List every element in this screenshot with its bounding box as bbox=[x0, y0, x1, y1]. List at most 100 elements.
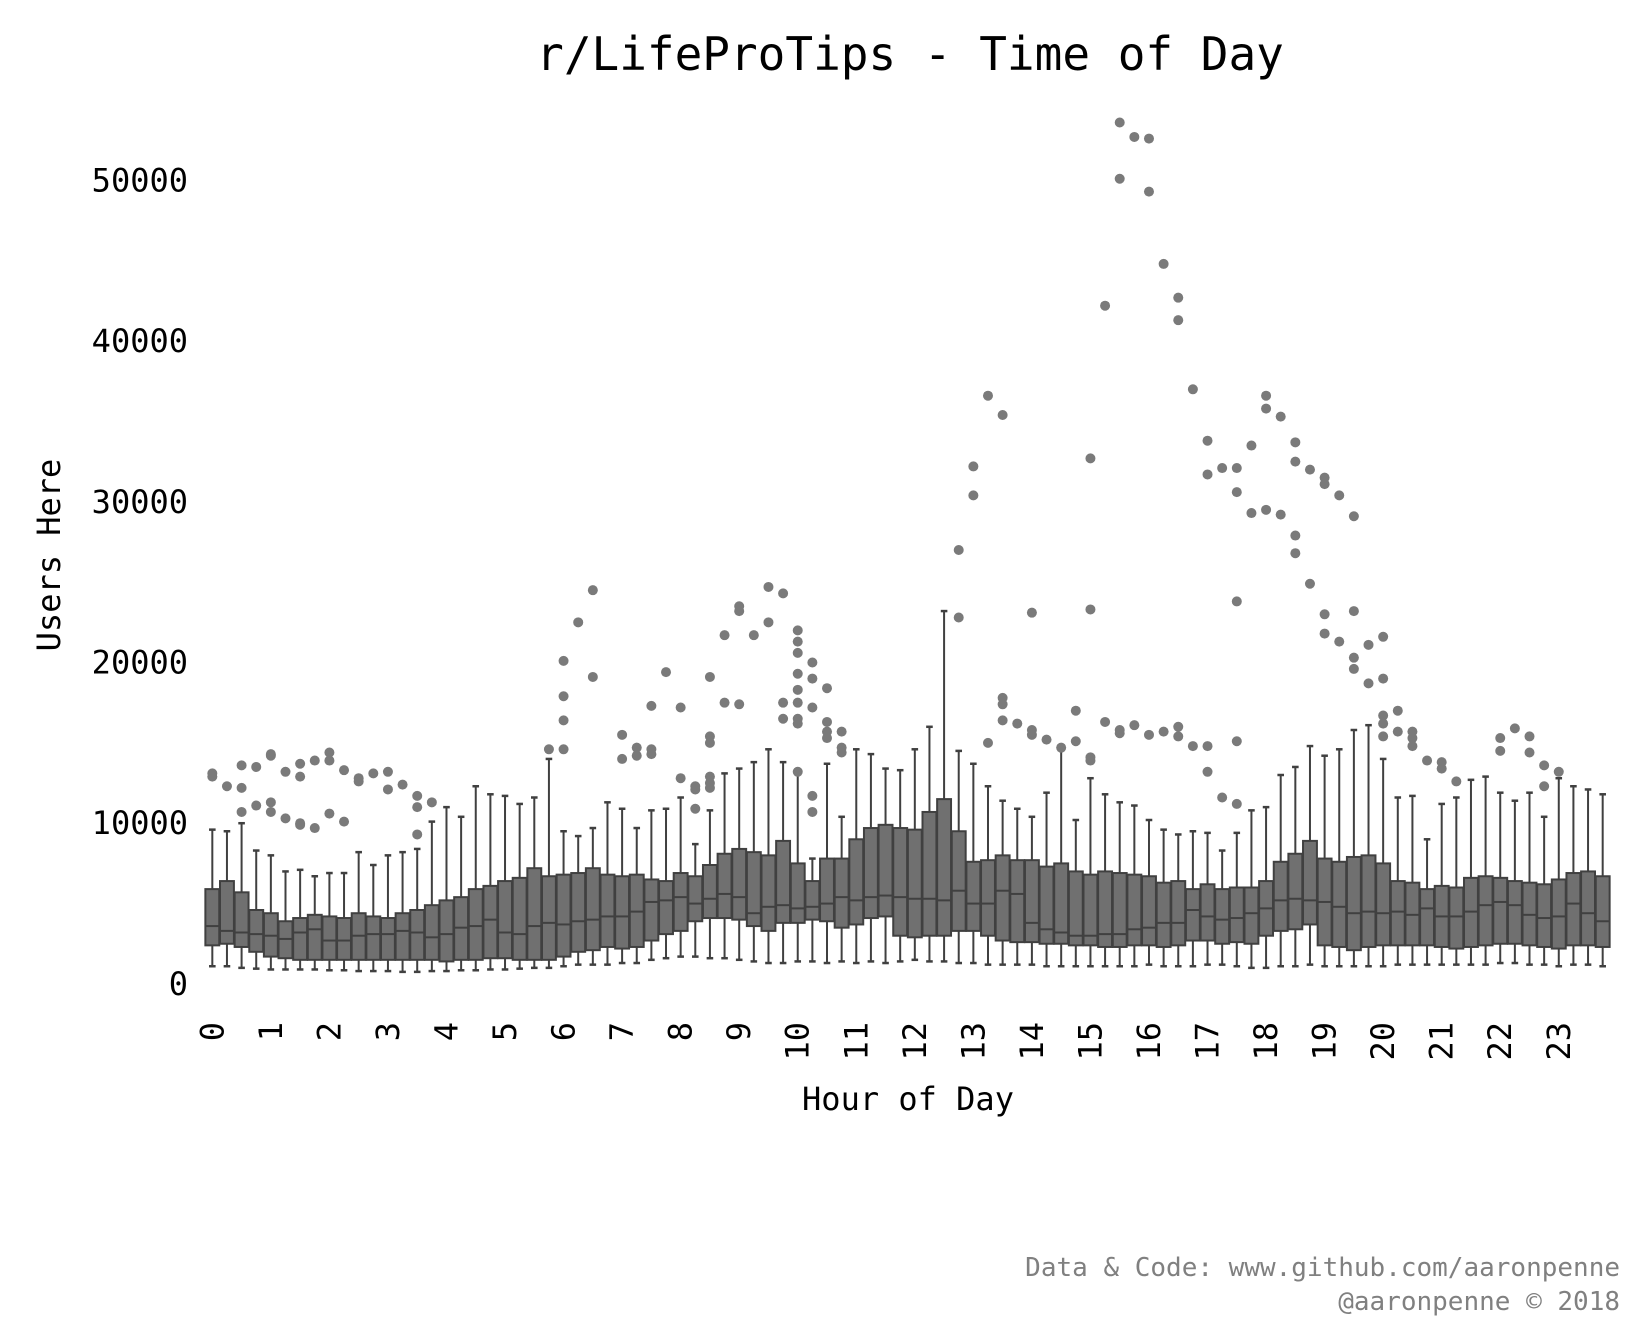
box-54 bbox=[994, 410, 1011, 966]
x-tick-label: 21 bbox=[1423, 1022, 1461, 1061]
box-iqr bbox=[701, 864, 718, 920]
box-iqr bbox=[1272, 860, 1289, 932]
box-46 bbox=[877, 767, 894, 965]
box-33 bbox=[687, 781, 704, 958]
box-57 bbox=[1038, 734, 1055, 968]
box-37 bbox=[745, 630, 762, 963]
box-iqr bbox=[511, 876, 528, 961]
outlier-point bbox=[1261, 390, 1272, 401]
outlier-point bbox=[339, 816, 350, 827]
box-series bbox=[204, 117, 1611, 974]
box-iqr bbox=[614, 875, 631, 950]
outlier-point bbox=[807, 673, 818, 684]
x-tick-label: 5 bbox=[486, 1022, 524, 1041]
box-iqr bbox=[233, 891, 250, 948]
outlier-point bbox=[295, 758, 306, 769]
box-35 bbox=[716, 630, 733, 960]
box-43 bbox=[833, 726, 850, 963]
outlier-point bbox=[748, 630, 759, 641]
outlier-point bbox=[1524, 747, 1535, 758]
outlier-point bbox=[1319, 628, 1330, 639]
outlier-point bbox=[763, 581, 774, 592]
outlier-point bbox=[631, 742, 642, 753]
outlier-point bbox=[1275, 509, 1286, 520]
box-iqr bbox=[423, 904, 440, 961]
outlier-point bbox=[1348, 511, 1359, 522]
box-iqr bbox=[892, 827, 909, 937]
box-65 bbox=[1155, 258, 1172, 968]
box-iqr bbox=[1345, 855, 1362, 952]
outlier-point bbox=[836, 747, 847, 758]
box-31 bbox=[658, 667, 674, 960]
outlier-point bbox=[1173, 315, 1184, 326]
outlier-point bbox=[382, 784, 393, 795]
outlier-point bbox=[734, 606, 745, 617]
outlier-point bbox=[704, 782, 715, 793]
box-12 bbox=[379, 766, 396, 973]
box-iqr bbox=[1155, 881, 1172, 948]
outlier-point bbox=[792, 636, 803, 647]
x-tick-label: 10 bbox=[779, 1022, 817, 1061]
box-74 bbox=[1287, 437, 1304, 968]
box-iqr bbox=[745, 851, 762, 928]
outlier-point bbox=[763, 617, 774, 628]
box-58 bbox=[1053, 742, 1070, 968]
box-iqr bbox=[1228, 886, 1245, 944]
outlier-point bbox=[1114, 728, 1125, 739]
box-iqr bbox=[877, 823, 894, 918]
box-30 bbox=[643, 700, 660, 962]
outlier-point bbox=[982, 390, 993, 401]
box-95 bbox=[1594, 793, 1611, 968]
box-19 bbox=[482, 793, 499, 971]
box-iqr bbox=[1448, 886, 1465, 950]
y-tick-label: 20000 bbox=[92, 644, 188, 682]
box-iqr bbox=[1287, 852, 1304, 931]
box-13 bbox=[394, 779, 411, 974]
box-51 bbox=[950, 545, 967, 965]
box-iqr bbox=[658, 880, 674, 936]
box-50 bbox=[936, 609, 953, 963]
outlier-point bbox=[1363, 639, 1374, 650]
box-9 bbox=[336, 765, 352, 972]
box-67 bbox=[1184, 384, 1201, 968]
outlier-point bbox=[807, 702, 818, 713]
outlier-point bbox=[1173, 721, 1184, 732]
outlier-point bbox=[646, 749, 657, 760]
outlier-point bbox=[617, 753, 628, 764]
outlier-point bbox=[295, 771, 306, 782]
outlier-point bbox=[1348, 663, 1359, 674]
box-39 bbox=[775, 588, 792, 965]
box-iqr bbox=[833, 857, 850, 929]
box-83 bbox=[1419, 755, 1436, 966]
box-iqr bbox=[570, 872, 587, 953]
box-iqr bbox=[1331, 860, 1348, 948]
box-iqr bbox=[438, 899, 455, 963]
box-53 bbox=[980, 390, 996, 966]
outlier-point bbox=[675, 702, 686, 713]
x-tick-label: 11 bbox=[837, 1022, 875, 1061]
outlier-point bbox=[265, 750, 276, 761]
box-iqr bbox=[1214, 888, 1231, 945]
outlier-point bbox=[690, 784, 701, 795]
box-63 bbox=[1126, 131, 1143, 968]
box-iqr bbox=[687, 875, 704, 923]
box-iqr bbox=[1375, 862, 1392, 947]
outlier-point bbox=[968, 490, 979, 501]
outlier-point bbox=[1026, 729, 1037, 740]
box-iqr bbox=[1199, 883, 1216, 942]
box-4 bbox=[262, 749, 279, 971]
box-69 bbox=[1214, 463, 1231, 966]
outlier-point bbox=[236, 806, 247, 817]
x-tick-label: 16 bbox=[1130, 1022, 1168, 1061]
box-iqr bbox=[1302, 839, 1318, 926]
outlier-point bbox=[309, 755, 320, 766]
outlier-point bbox=[690, 803, 701, 814]
outlier-point bbox=[1217, 792, 1228, 803]
outlier-point bbox=[997, 699, 1008, 710]
outlier-point bbox=[1070, 736, 1081, 747]
box-41 bbox=[804, 657, 821, 963]
outlier-point bbox=[543, 744, 554, 755]
box-11 bbox=[365, 768, 382, 973]
outlier-point bbox=[1319, 479, 1330, 490]
box-iqr bbox=[1111, 872, 1128, 948]
